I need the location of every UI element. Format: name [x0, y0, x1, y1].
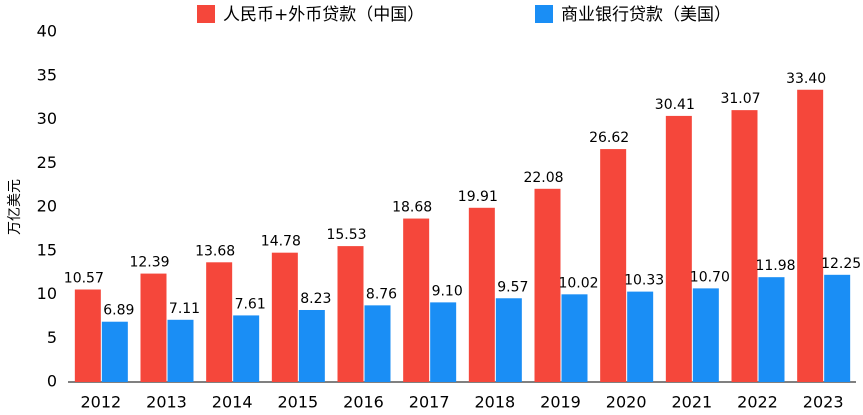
value-label: 12.25	[821, 256, 861, 272]
x-tick-label: 2015	[277, 393, 318, 412]
legend-label: 商业银行贷款（美国）	[561, 5, 731, 25]
y-tick-label: 5	[47, 328, 57, 347]
bar	[731, 110, 758, 382]
value-label: 8.23	[300, 291, 331, 307]
bar	[337, 246, 364, 382]
bar	[430, 302, 457, 382]
value-label: 13.68	[195, 243, 235, 259]
value-label: 12.39	[129, 255, 169, 271]
value-label: 30.41	[655, 97, 695, 113]
x-tick-label: 2021	[671, 393, 712, 412]
bar	[692, 288, 719, 382]
bar	[101, 321, 128, 382]
x-tick-label: 2018	[474, 393, 515, 412]
value-label: 7.11	[169, 301, 200, 317]
bar	[74, 289, 101, 382]
bar	[140, 273, 167, 382]
bar	[758, 277, 785, 382]
bar	[824, 274, 851, 382]
value-label: 7.61	[235, 296, 266, 312]
bar	[403, 218, 430, 382]
value-label: 6.89	[103, 303, 134, 319]
legend-swatch	[197, 5, 215, 23]
y-tick-label: 15	[37, 240, 57, 259]
y-tick-label: 40	[37, 22, 57, 41]
bar	[233, 315, 260, 382]
value-label: 31.07	[720, 91, 760, 107]
x-tick-label: 2012	[80, 393, 121, 412]
legend-swatch	[535, 5, 553, 23]
bar	[298, 309, 325, 382]
x-tick-label: 2023	[803, 393, 844, 412]
bar	[665, 115, 692, 382]
bar	[534, 188, 561, 382]
value-label: 10.02	[558, 275, 598, 291]
value-label: 33.40	[786, 71, 826, 87]
x-tick-label: 2020	[606, 393, 647, 412]
bar	[561, 294, 588, 382]
value-label: 15.53	[326, 227, 366, 243]
value-label: 10.33	[624, 273, 664, 289]
y-axis-label: 万亿美元	[7, 179, 23, 235]
x-tick-label: 2014	[212, 393, 253, 412]
value-label: 8.76	[366, 286, 397, 302]
x-tick-label: 2019	[540, 393, 581, 412]
value-label: 10.57	[64, 271, 104, 287]
bar	[627, 291, 654, 382]
bar	[495, 298, 522, 382]
x-tick-label: 2016	[343, 393, 384, 412]
value-label: 19.91	[458, 189, 498, 205]
y-tick-label: 0	[47, 372, 57, 391]
value-label: 22.08	[523, 170, 563, 186]
bar	[167, 319, 194, 382]
y-tick-label: 10	[37, 284, 57, 303]
value-label: 26.62	[589, 130, 629, 146]
value-label: 10.70	[690, 269, 730, 285]
value-label: 9.57	[497, 279, 528, 295]
y-tick-label: 20	[37, 197, 57, 216]
value-label: 14.78	[261, 234, 301, 250]
y-tick-label: 30	[37, 109, 57, 128]
x-tick-label: 2017	[409, 393, 450, 412]
x-tick-label: 2013	[146, 393, 187, 412]
bar	[600, 149, 627, 382]
bar	[797, 89, 824, 382]
bar	[364, 305, 391, 382]
y-tick-label: 35	[37, 65, 57, 84]
legend-label: 人民币+外币贷款（中国）	[223, 5, 424, 25]
x-tick-label: 2022	[737, 393, 778, 412]
value-label: 9.10	[432, 283, 463, 299]
bar	[206, 262, 233, 382]
value-label: 18.68	[392, 200, 432, 216]
bar	[468, 207, 495, 382]
value-label: 11.98	[755, 258, 795, 274]
bar	[271, 252, 298, 382]
y-tick-label: 25	[37, 153, 57, 172]
